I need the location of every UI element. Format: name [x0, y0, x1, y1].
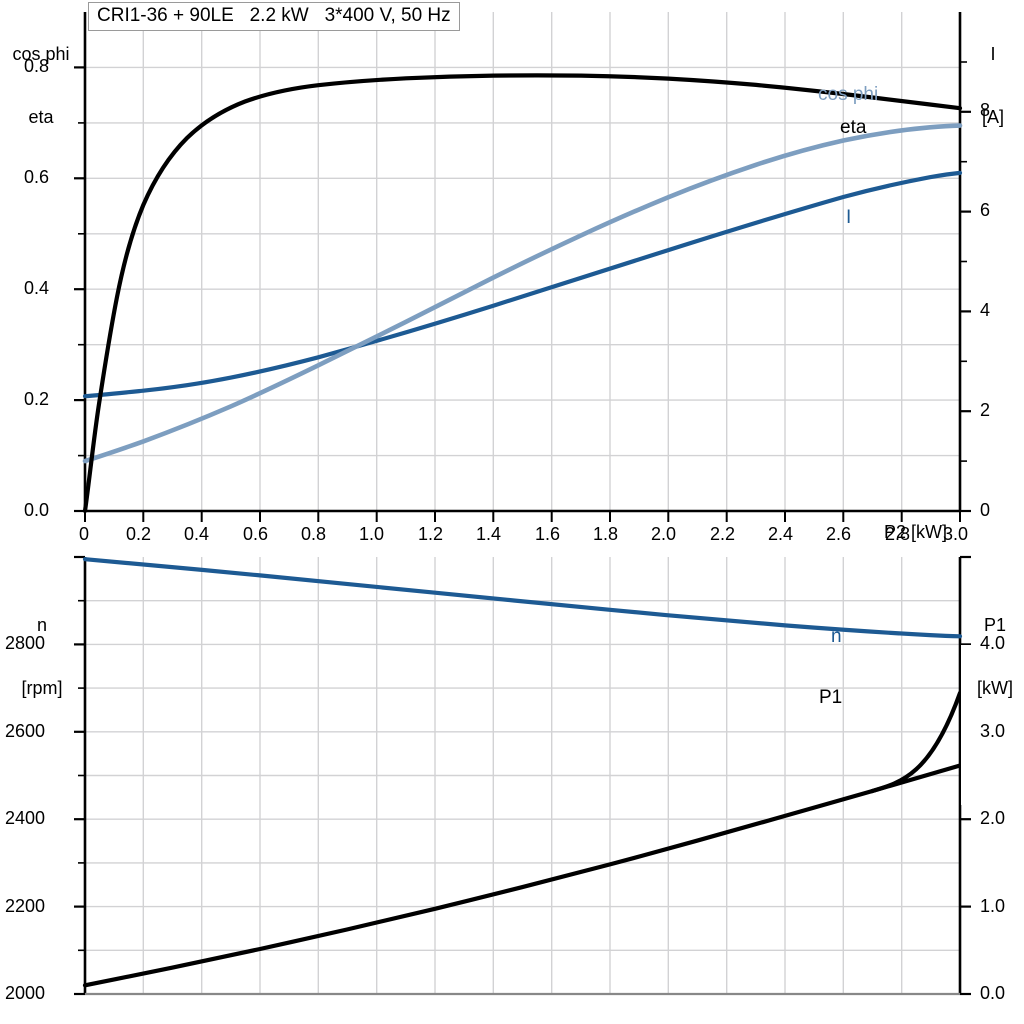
bottom-right-margin-mask — [961, 645, 1024, 805]
bottom-left-axis-title-line2: [rpm] — [21, 678, 63, 698]
eta-curve-label: eta — [840, 117, 867, 138]
top-chart-plot — [74, 12, 971, 522]
top-x-ticks — [84, 511, 961, 522]
top-right-axis-title-line2: [A] — [981, 107, 1004, 127]
power-curve — [82, 690, 963, 988]
top-right-ticks — [960, 110, 971, 513]
top-right-tick-3: 6 — [980, 200, 991, 220]
bottom-left-tick-4: 2800 — [5, 633, 46, 653]
chart-title: CRI1-36 + 90LE 2.2 kW 3*400 V, 50 Hz — [88, 2, 460, 31]
bottom-right-tick-2: 2.0 — [980, 808, 1006, 828]
top-right-tick-4: 8 — [980, 100, 991, 120]
top-x-tick-2: 0.4 — [184, 524, 210, 544]
top-x-tick-10: 2.0 — [651, 524, 677, 544]
bottom-left-tick-2: 2400 — [5, 808, 46, 828]
top-x-tick-13: 2.6 — [826, 524, 852, 544]
top-x-tick-15: 3.0 — [943, 524, 969, 544]
top-x-tick-1: 0.2 — [126, 524, 152, 544]
top-right-axis-title: I [A] — [966, 2, 1020, 170]
current-curve-label: I — [846, 207, 852, 228]
top-right-axis-title-line1: I — [990, 44, 996, 64]
top-x-tick-5: 1.0 — [359, 524, 385, 544]
top-left-axis-title-line2: eta — [28, 107, 54, 127]
top-right-tick-2: 4 — [980, 300, 991, 320]
eta-curve — [82, 73, 963, 514]
bottom-left-tick-0: 2000 — [5, 983, 46, 1003]
top-x-axis-title: P2 [kW] — [884, 522, 948, 542]
top-right-tick-1: 2 — [980, 400, 991, 420]
top-left-tick-1: 0.2 — [24, 389, 50, 409]
speed-curve — [82, 557, 963, 639]
top-left-tick-4: 0.8 — [24, 56, 50, 76]
top-left-tick-2: 0.4 — [24, 278, 50, 298]
top-x-tick-11: 2.2 — [710, 524, 736, 544]
bottom-left-ticks — [74, 555, 85, 996]
top-x-tick-14: 2.8 — [885, 524, 911, 544]
top-left-tick-3: 0.6 — [24, 167, 50, 187]
bottom-right-tick-0: 0.0 — [980, 983, 1006, 1003]
bottom-left-tick-1: 2200 — [5, 896, 46, 916]
top-x-tick-0: 0 — [79, 524, 90, 544]
bottom-left-minor-ticks — [78, 599, 85, 952]
cos-phi-curve-label: cos phi — [818, 84, 879, 105]
top-x-tick-6: 1.2 — [418, 524, 444, 544]
top-right-minor-ticks — [960, 61, 967, 462]
bottom-right-tick-1: 1.0 — [980, 896, 1006, 916]
top-x-tick-9: 1.8 — [593, 524, 619, 544]
top-left-tick-0: 0.0 — [24, 500, 50, 520]
top-left-axis-title: cos phi eta — [2, 2, 80, 170]
bottom-right-axis-title-line1: P1 — [983, 615, 1007, 635]
top-x-tick-12: 2.4 — [768, 524, 794, 544]
top-left-axis-title-line1: cos phi — [12, 44, 70, 64]
bottom-left-tick-3: 2600 — [5, 721, 46, 741]
top-left-minor-ticks — [78, 122, 85, 457]
cos-phi-curve — [82, 123, 963, 464]
top-grid-horizontal — [85, 66, 960, 457]
bottom-right-tick-4: 4.0 — [980, 633, 1006, 653]
bottom-chart-plot — [74, 555, 1024, 996]
bottom-left-axis-title: n [rpm] — [6, 573, 78, 741]
top-x-tick-8: 1.6 — [535, 524, 561, 544]
speed-curve-label: n — [831, 626, 842, 647]
bottom-right-axis-title-line2: [kW] — [977, 678, 1013, 698]
power-curve-tail — [869, 763, 963, 794]
power-curve-label: P1 — [819, 687, 843, 708]
bottom-chart-panel: n [rpm] P1 [kW] 2000 2200 2400 2600 2800… — [0, 545, 1024, 1024]
bottom-right-tick-3: 3.0 — [980, 721, 1006, 741]
top-x-tick-3: 0.6 — [243, 524, 269, 544]
top-x-tick-4: 0.8 — [301, 524, 327, 544]
top-x-tick-7: 1.4 — [476, 524, 502, 544]
top-chart-panel: CRI1-36 + 90LE 2.2 kW 3*400 V, 50 Hz cos… — [2, 2, 1020, 544]
bottom-left-axis-title-line1: n — [36, 615, 47, 635]
current-curve — [82, 170, 963, 399]
top-right-tick-0: 0 — [980, 500, 991, 520]
bottom-right-axis-title: P1 [kW] — [966, 573, 1024, 741]
